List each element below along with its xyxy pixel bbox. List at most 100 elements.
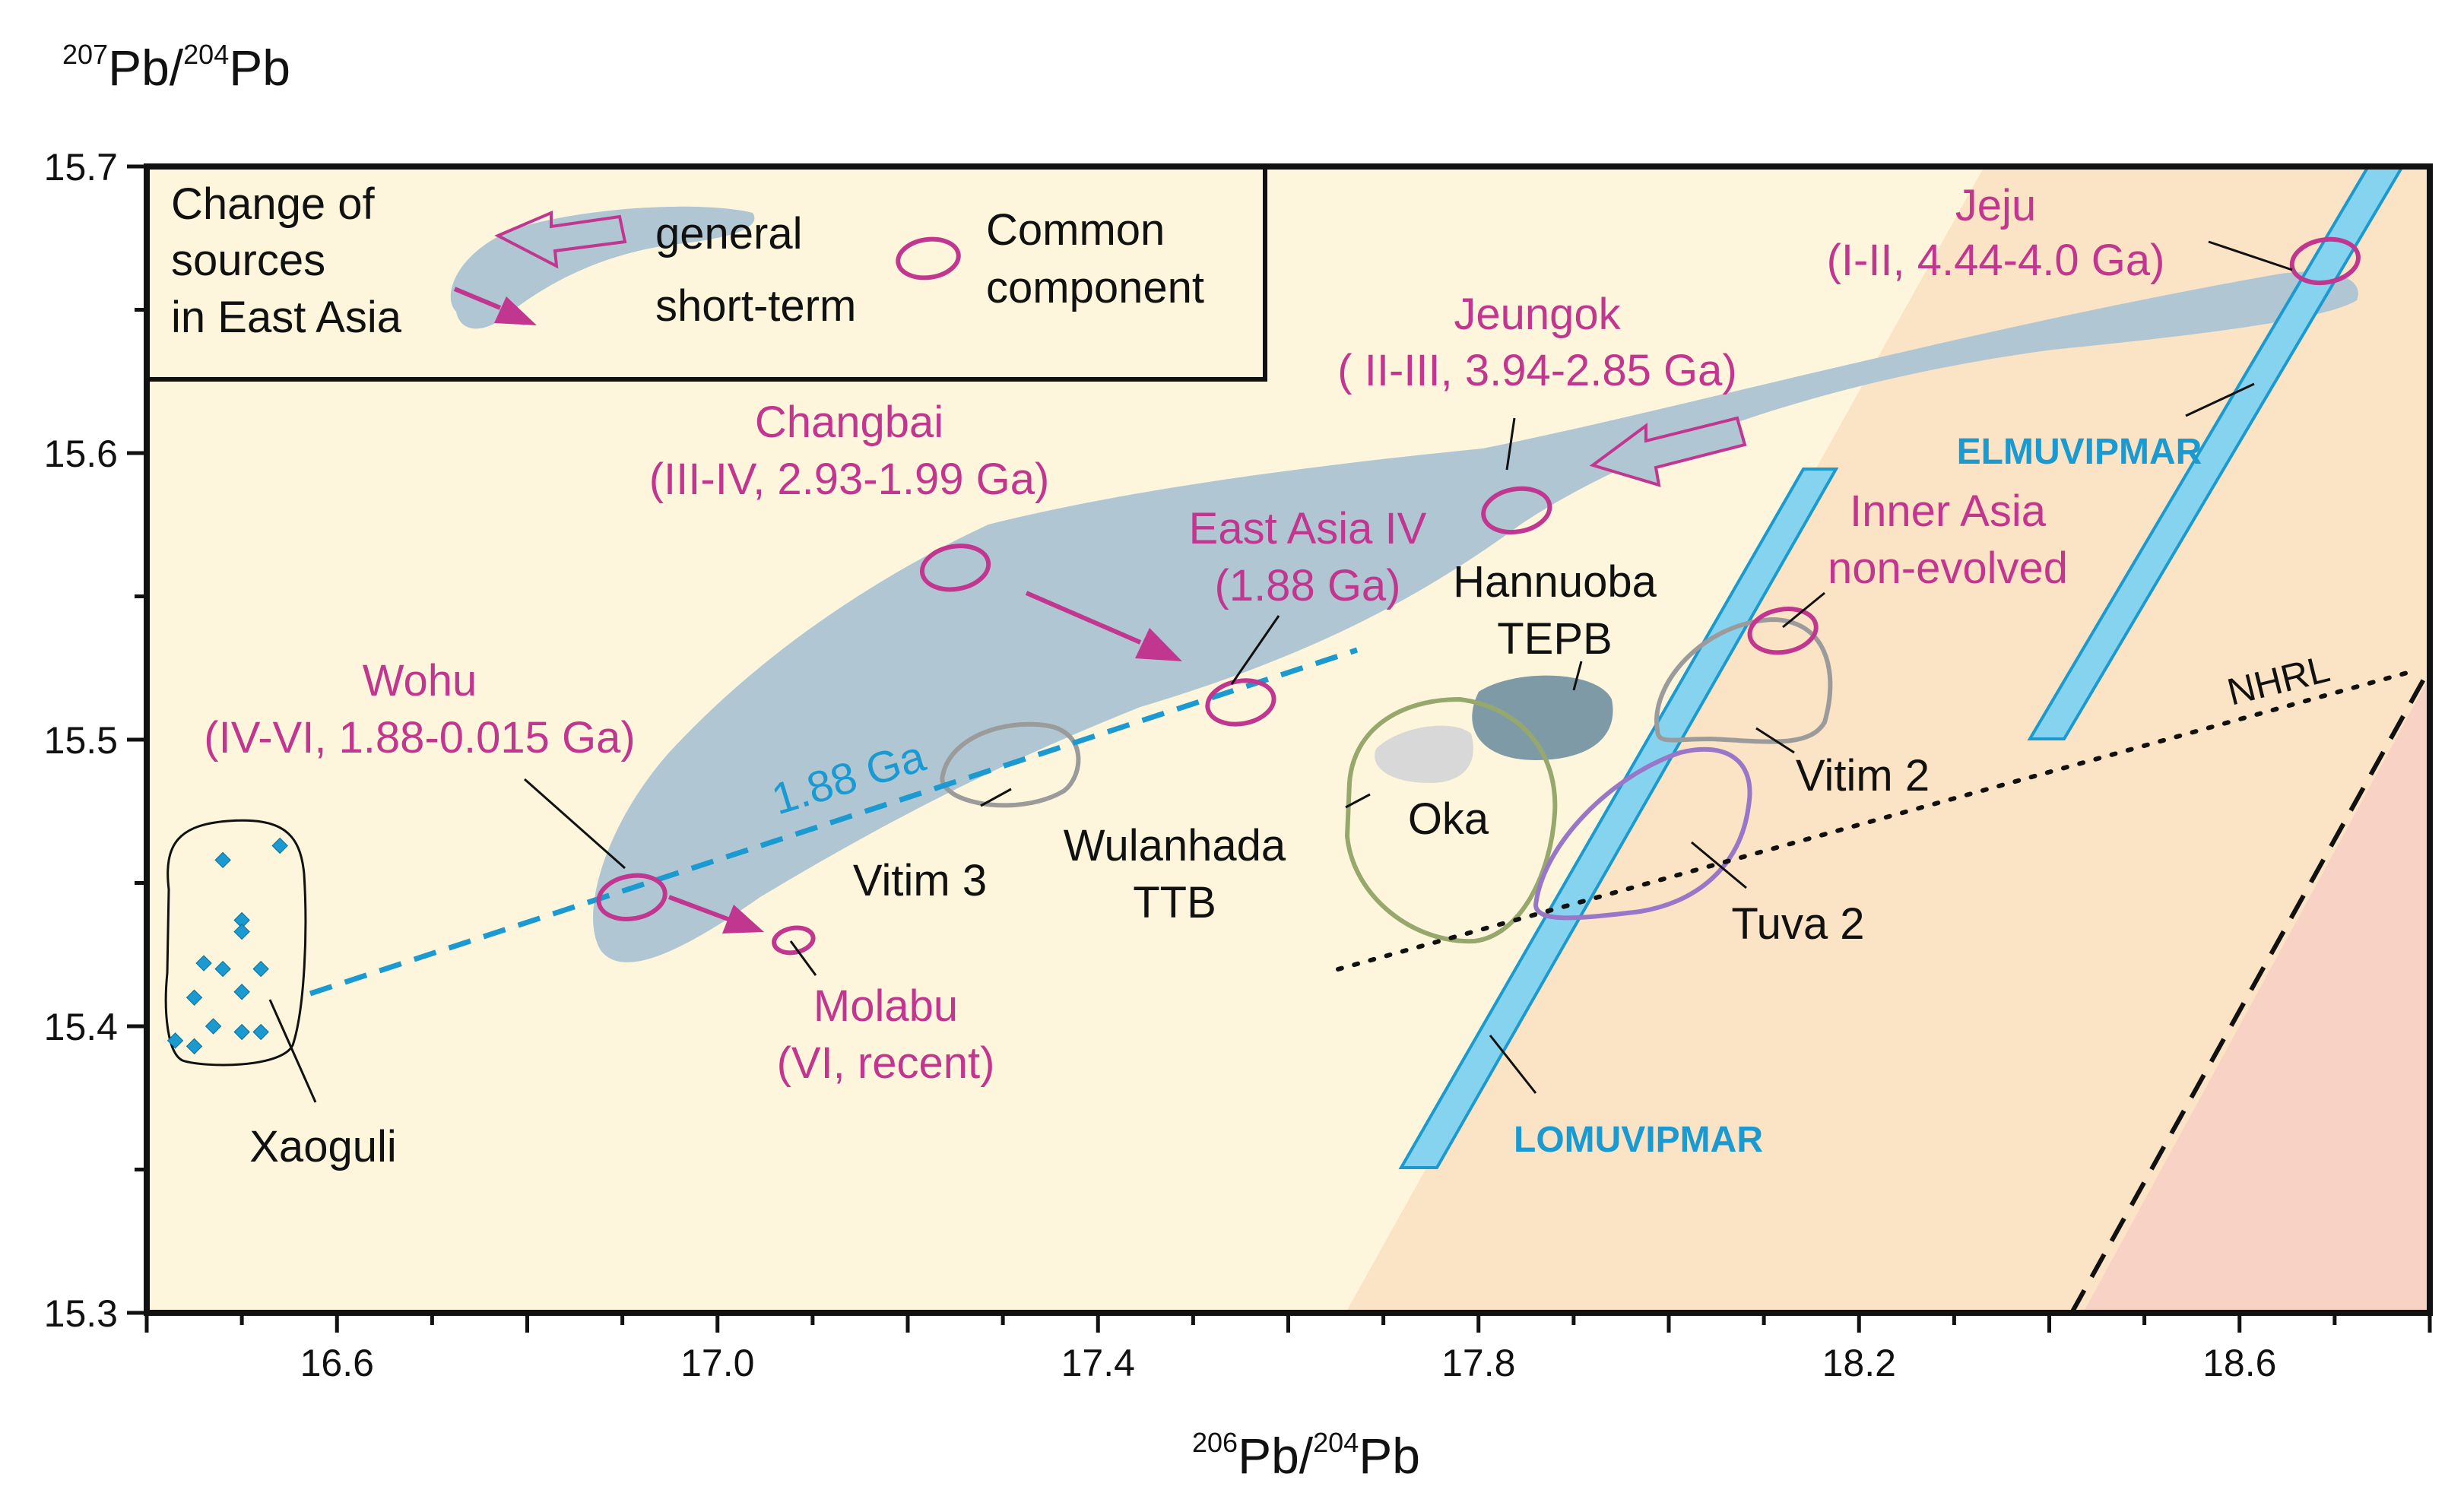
x-tick-label: 18.6 [2202, 1342, 2276, 1384]
legend-box [144, 164, 1267, 382]
component-jeju-ellipse [2289, 236, 2361, 286]
wohu-to-molabu-arrowhead [722, 905, 764, 934]
xaoguli-point [214, 851, 231, 869]
xaoguli-leader [268, 999, 317, 1103]
legend-common-ellipse [896, 236, 961, 281]
x-tick-label: 17.8 [1441, 1342, 1515, 1384]
inner-asia-label: Inner Asia [1850, 487, 2047, 536]
jeju-leader [2208, 240, 2293, 271]
jeungok-label: Jeungok [1454, 290, 1621, 339]
x-tick-label: 17.4 [1061, 1342, 1135, 1384]
molabu-detail: (VI, recent) [777, 1038, 995, 1088]
x-axis-title-base2: Pb [1359, 1428, 1420, 1484]
y-axis-title-base2: Pb [229, 40, 290, 96]
component-changbai-ellipse [919, 544, 991, 592]
y-tick-label: 15.7 [44, 146, 118, 189]
tepb-leader [1572, 661, 1583, 691]
elmuvipmar-label: ELMUVIPMAR [1957, 432, 2202, 472]
legend-title-line-2: sources [171, 236, 325, 285]
xaoguli-field [164, 819, 307, 1067]
jeungok-leader [1505, 417, 1516, 471]
x-tick-label: 17.0 [680, 1342, 754, 1384]
legend-general-swatch [450, 206, 755, 329]
wulanhada-leader [1345, 793, 1371, 809]
x-tick-label: 18.2 [1822, 1342, 1896, 1384]
component-jeungok-ellipse [1481, 486, 1552, 535]
field-labels: Hannuoba TEPB Wulanhada TTB Oka Vitim 2 … [249, 557, 1930, 1171]
legend-general-arrow [494, 210, 627, 269]
y-axis-title: 207Pb/204Pb [62, 39, 290, 96]
component-molabu-ellipse [772, 925, 816, 956]
xaoguli-point [195, 955, 212, 972]
xaoguli-point [233, 923, 250, 940]
hannuoba-label: Hannuoba [1453, 557, 1657, 607]
component-inner-asia-ellipse [1747, 607, 1819, 655]
jeungok-detail: ( II-III, 3.94-2.85 Ga) [1337, 346, 1736, 395]
xaoguli-point [186, 1038, 203, 1055]
wohu-detail: (IV-VI, 1.88-0.015 Ga) [204, 713, 635, 762]
molabu-leader [789, 940, 817, 976]
xaoguli-point [252, 960, 269, 978]
xaoguli-points [166, 837, 288, 1055]
molabu-label: Molabu [813, 981, 958, 1031]
wohu-label: Wohu [363, 656, 477, 705]
vitim-3-field [940, 721, 1081, 808]
component-wohu-ellipse [596, 873, 668, 921]
x-axis-title: 206Pb/204Pb [1192, 1427, 1420, 1484]
y-axis-title-base1: Pb/ [108, 40, 184, 96]
vitim-3-leader [980, 788, 1012, 807]
jeju-label: Jeju [1955, 181, 2036, 230]
legend-short-term-arrowhead [494, 296, 537, 325]
wulanhada-label: Wulanhada [1064, 821, 1286, 870]
general-trend-arrow [1589, 416, 1747, 487]
xaoguli-point [166, 1032, 184, 1049]
background-peach [1346, 166, 2430, 1313]
changbai-label: Changbai [755, 398, 943, 447]
xaoguli-point [252, 1023, 269, 1041]
tepb-label: TEPB [1497, 614, 1613, 664]
leader-lines [268, 240, 2293, 1103]
tuva-2-field [1533, 746, 1752, 921]
vitim-3-label: Vitim 3 [853, 856, 987, 905]
y-tick-label: 15.3 [44, 1292, 118, 1335]
y-axis-title-sup1: 207 [62, 39, 108, 70]
y-tick-label: 15.4 [44, 1006, 118, 1048]
legend-title-line-3: in East Asia [171, 293, 402, 342]
legend-general-label: general [655, 209, 802, 258]
x-tick-labels: 16.6 17.0 17.4 17.8 18.2 18.6 [300, 1342, 2277, 1384]
xaoguli-point [271, 837, 288, 854]
lomuvipmar-label: LOMUVIPMAR [1514, 1120, 1763, 1160]
component-labels: Jeju (I-II, 4.44-4.0 Ga) Jeungok ( II-II… [204, 181, 2164, 1088]
changbai-to-eastasia-arrowhead [1135, 628, 1182, 661]
common-components [596, 236, 2361, 956]
legend-short-term-label: short-term [655, 281, 856, 331]
oka-field [1344, 696, 1558, 944]
eastasia-leader [1230, 615, 1280, 685]
vitim-2-field [1654, 617, 1833, 744]
line-1-88-ga [309, 647, 1359, 997]
general-source-field [593, 271, 2358, 962]
wohu-leader [524, 778, 626, 870]
xaoguli-point [186, 989, 203, 1006]
legend-common-line-1: Common [986, 205, 1165, 255]
legend-short-term-shaft [453, 287, 502, 310]
line-nhrl [1336, 670, 2412, 972]
vitim-2-leader [1755, 727, 1795, 754]
background-pink [2083, 677, 2430, 1313]
oka-inner-field [1375, 725, 1473, 783]
x-axis-title-base1: Pb/ [1238, 1428, 1314, 1484]
legend-title-line-1: Change of [171, 179, 376, 229]
legend: Change of sources in East Asia general s… [144, 164, 1267, 382]
tuva-2-label: Tuva 2 [1731, 899, 1864, 949]
xaoguli-point [233, 984, 250, 1000]
oka-label: Oka [1408, 794, 1489, 844]
x-axis-title-sup2: 204 [1313, 1427, 1359, 1458]
y-tick-label: 15.6 [44, 433, 118, 475]
vitim-2-label: Vitim 2 [1796, 751, 1930, 800]
xaoguli-point [214, 960, 231, 978]
hannuoba-tepb-field [1472, 675, 1613, 760]
jeju-detail: (I-II, 4.44-4.0 Ga) [1827, 236, 2165, 285]
east-asia-iv-label: East Asia IV [1189, 504, 1427, 553]
lomuvipmar-leader [1489, 1035, 1537, 1094]
